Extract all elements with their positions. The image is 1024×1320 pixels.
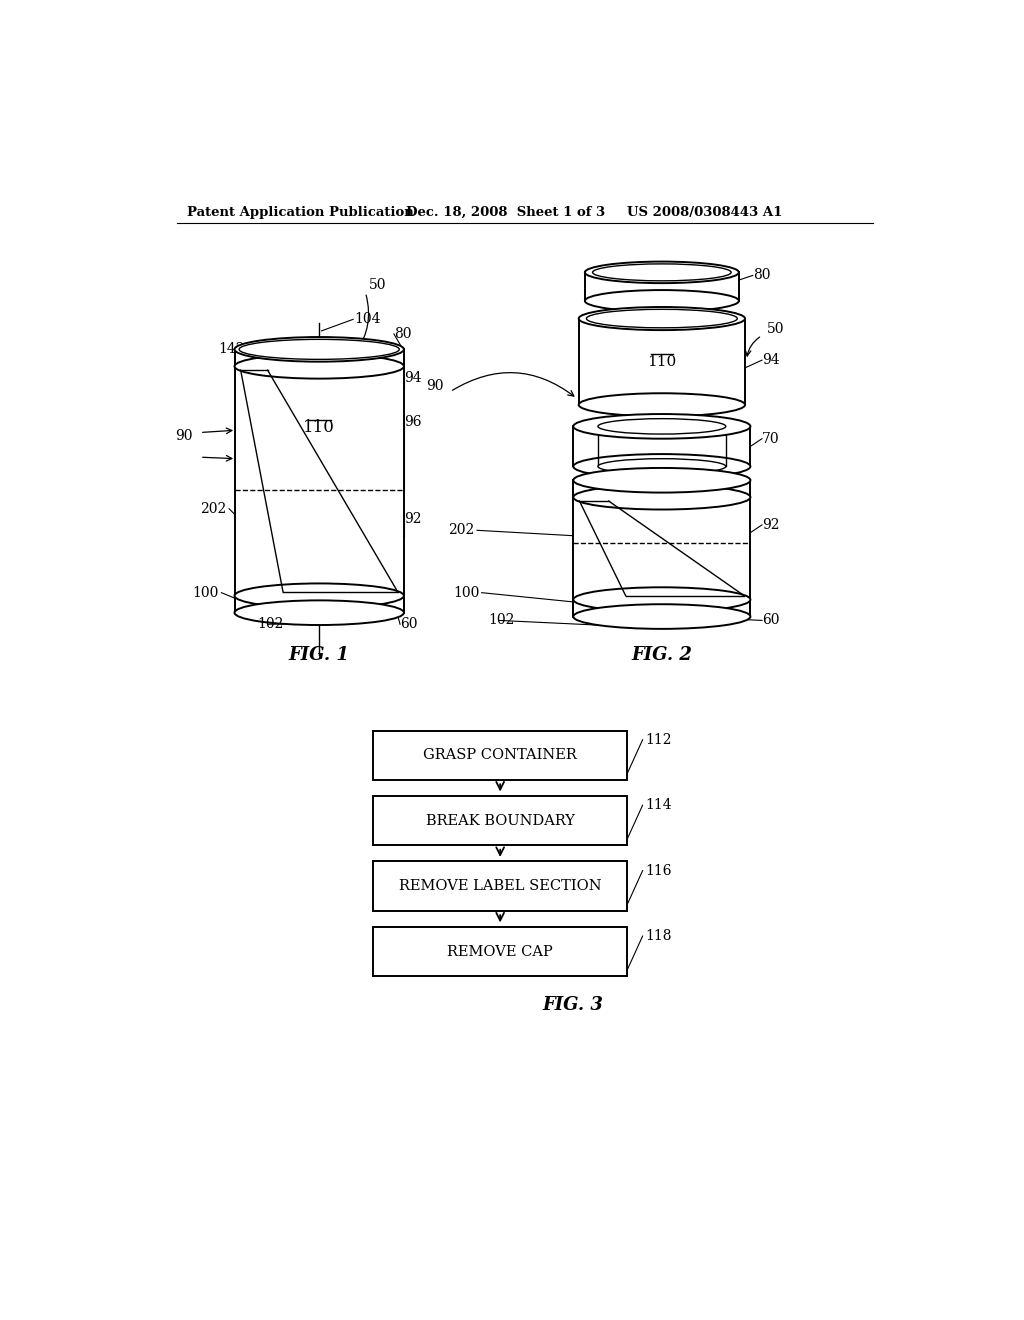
Text: 114: 114 [645,799,672,812]
Text: Dec. 18, 2008  Sheet 1 of 3: Dec. 18, 2008 Sheet 1 of 3 [407,206,605,219]
Text: 92: 92 [762,517,779,532]
Text: Patent Application Publication: Patent Application Publication [186,206,414,219]
Ellipse shape [587,309,737,327]
Ellipse shape [585,261,739,284]
Text: FIG. 2: FIG. 2 [632,645,692,664]
Text: 50: 50 [767,322,784,337]
Text: REMOVE LABEL SECTION: REMOVE LABEL SECTION [398,879,601,894]
Ellipse shape [598,459,726,474]
Text: 104: 104 [354,312,380,326]
Ellipse shape [573,454,751,479]
Ellipse shape [585,290,739,312]
Ellipse shape [234,601,403,626]
Ellipse shape [573,484,751,510]
Text: 50: 50 [370,279,387,293]
Text: 92: 92 [403,512,422,525]
Ellipse shape [234,354,403,379]
Ellipse shape [598,418,726,434]
Text: 90: 90 [175,429,193,442]
Ellipse shape [240,339,399,359]
Text: 142: 142 [218,342,245,356]
Bar [373,796,628,845]
Text: 94: 94 [762,354,779,367]
Text: 100: 100 [193,586,219,599]
Bar [373,862,628,911]
Text: 110: 110 [647,355,677,368]
Text: 110: 110 [303,420,335,437]
Bar [373,730,628,780]
Text: 100: 100 [453,586,479,599]
Text: 80: 80 [753,268,770,282]
Ellipse shape [573,414,751,438]
Ellipse shape [234,583,403,609]
Text: 112: 112 [645,733,672,747]
Text: GRASP CONTAINER: GRASP CONTAINER [423,748,578,762]
Text: 202: 202 [201,502,226,516]
Text: 96: 96 [403,414,422,429]
Text: 102: 102 [258,618,284,631]
Text: 90: 90 [426,379,443,393]
Text: REMOVE CAP: REMOVE CAP [447,945,553,958]
Ellipse shape [573,467,751,492]
Text: 116: 116 [645,863,672,878]
Text: BREAK BOUNDARY: BREAK BOUNDARY [426,813,574,828]
Ellipse shape [234,337,403,362]
Ellipse shape [593,264,731,281]
Ellipse shape [579,393,745,416]
Text: FIG. 1: FIG. 1 [289,645,349,664]
Ellipse shape [579,308,745,330]
Text: 118: 118 [645,929,672,942]
Text: US 2008/0308443 A1: US 2008/0308443 A1 [628,206,782,219]
Text: 80: 80 [394,327,412,341]
Text: 60: 60 [400,618,418,631]
Text: 102: 102 [488,614,515,627]
Ellipse shape [573,587,751,612]
Text: FIG. 3: FIG. 3 [543,997,604,1014]
Text: 70: 70 [762,432,779,446]
Bar [373,927,628,977]
Text: 94: 94 [403,371,422,385]
Ellipse shape [573,605,751,628]
Text: 202: 202 [449,523,475,537]
Text: 60: 60 [762,614,779,627]
